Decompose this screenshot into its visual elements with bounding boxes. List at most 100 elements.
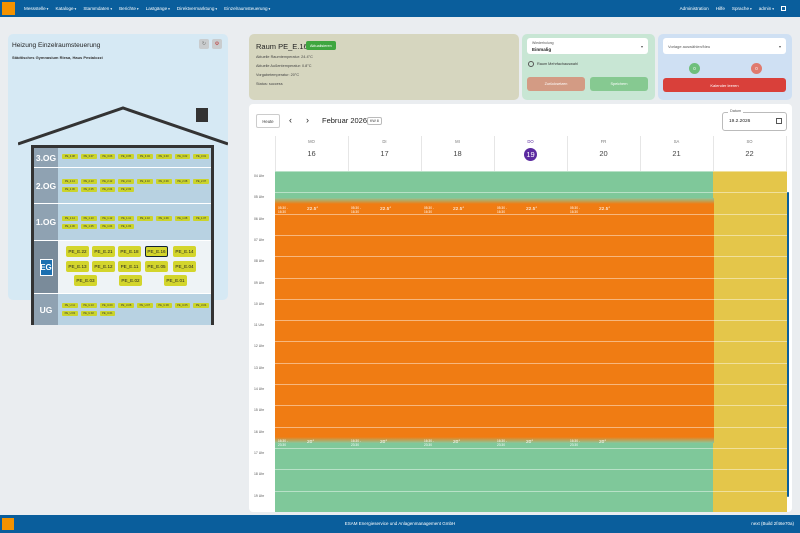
- room-button[interactable]: PE_3.02: [174, 154, 191, 159]
- room-button[interactable]: PE_U.06: [155, 303, 172, 308]
- room-button[interactable]: PE_U.07: [137, 303, 153, 308]
- app-logo[interactable]: [2, 2, 15, 15]
- room-button[interactable]: PE_2.08: [174, 179, 191, 184]
- calendar-event[interactable]: 16:30 - 23:30 20°: [277, 439, 346, 449]
- calendar-event[interactable]: 16:30 - 23:30 20°: [496, 439, 565, 449]
- room-button[interactable]: PE_3.03: [155, 154, 172, 159]
- room-button[interactable]: PE_U.03: [62, 311, 78, 316]
- user-menu-item[interactable]: admin: [759, 6, 774, 11]
- room-button[interactable]: PE_U.02: [80, 311, 97, 316]
- room-button[interactable]: PE_3.04: [137, 154, 153, 159]
- room-button[interactable]: PE_2.10: [137, 179, 153, 184]
- room-button[interactable]: PE_3.05: [118, 154, 134, 159]
- calendar-event[interactable]: 05:30 - 16:30 22.5°: [350, 206, 419, 216]
- calendar-event[interactable]: 05:30 - 16:30 22.5°: [423, 206, 492, 216]
- calendar-event[interactable]: 05:30 - 16:30 22.5°: [569, 206, 638, 216]
- day-header[interactable]: MO 16: [275, 139, 348, 160]
- prev-week-icon[interactable]: ‹: [289, 115, 292, 125]
- room-button[interactable]: PE_E.12: [92, 261, 115, 272]
- menu-item[interactable]: Messstelle: [24, 6, 48, 11]
- room-button[interactable]: PE_E.11: [118, 261, 141, 272]
- user-menu-item[interactable]: Hilfe: [715, 6, 725, 11]
- room-button[interactable]: PE_2.05: [80, 187, 97, 192]
- save-button[interactable]: Speichern: [590, 77, 648, 91]
- user-menu-item[interactable]: Administration: [679, 6, 709, 11]
- today-button[interactable]: Heute: [256, 114, 280, 128]
- day-header[interactable]: DI 17: [348, 139, 421, 160]
- room-button[interactable]: PE_U.09: [99, 303, 116, 308]
- room-button[interactable]: PE_2.11: [118, 179, 134, 184]
- room-button[interactable]: PE_1.11: [118, 215, 134, 221]
- room-button[interactable]: PE_E.14: [173, 246, 196, 257]
- room-button[interactable]: PE_1.12: [99, 215, 116, 221]
- calendar-event[interactable]: 05:30 - 16:30 22.5°: [277, 206, 346, 216]
- room-button[interactable]: PE_2.07: [193, 179, 209, 184]
- calendar-event[interactable]: 16:30 - 23:30 20°: [569, 439, 638, 449]
- room-button[interactable]: PE_2.13: [80, 179, 97, 184]
- room-button[interactable]: PE_E.05: [145, 261, 168, 272]
- room-button[interactable]: PE_1.13: [80, 215, 97, 221]
- room-button[interactable]: PE_3.06: [99, 154, 116, 159]
- room-button[interactable]: PE_U.05: [174, 303, 191, 308]
- room-button[interactable]: PE_3.08: [62, 154, 78, 159]
- room-button[interactable]: PE_2.04: [99, 187, 116, 192]
- user-menu-item[interactable]: Sprache: [732, 6, 752, 11]
- room-button[interactable]: PE_1.03: [118, 223, 134, 229]
- room-button[interactable]: PE_U.10: [80, 303, 97, 308]
- room-button[interactable]: PE_2.09: [155, 179, 172, 184]
- room-button[interactable]: PE_1.07: [193, 215, 209, 221]
- apps-grid-icon[interactable]: [781, 6, 786, 11]
- day-header[interactable]: FR 20: [567, 139, 640, 160]
- settings-icon-button[interactable]: ⚙: [212, 39, 222, 49]
- room-button[interactable]: PE_1.05: [80, 223, 97, 229]
- day-header[interactable]: SA 21: [640, 139, 713, 160]
- room-button[interactable]: PE_U.11: [62, 303, 78, 308]
- room-button[interactable]: PE_E.21: [92, 246, 115, 257]
- room-button[interactable]: PE_1.04: [99, 223, 116, 229]
- room-button[interactable]: PE_U.01: [99, 311, 116, 316]
- menu-item[interactable]: Kataloge: [55, 6, 76, 11]
- date-picker[interactable]: Datum 19.2.2026: [722, 109, 787, 131]
- menu-item[interactable]: Stammdaten: [83, 6, 112, 11]
- room-button[interactable]: PE_E.01: [164, 275, 187, 286]
- room-button[interactable]: PE_3.07: [80, 154, 97, 159]
- room-button[interactable]: PE_1.08: [174, 215, 191, 221]
- menu-item[interactable]: Lastgänge: [146, 6, 170, 11]
- menu-item[interactable]: Einzelraumsteuerung: [224, 6, 270, 11]
- calendar-event[interactable]: 16:30 - 23:30 20°: [423, 439, 492, 449]
- room-button[interactable]: PE_U.04: [193, 303, 209, 308]
- room-button[interactable]: PE_2.12: [99, 179, 116, 184]
- room-button[interactable]: PE_2.06: [62, 187, 78, 192]
- menu-item[interactable]: Direktvermarktung: [177, 6, 217, 11]
- room-button[interactable]: PE_E.18: [118, 246, 141, 257]
- room-button[interactable]: PE_E.02: [119, 275, 142, 286]
- menu-item[interactable]: Berichte: [119, 6, 139, 11]
- room-button[interactable]: PE_1.09: [155, 215, 172, 221]
- clear-calendar-button[interactable]: Kalender leeren: [663, 78, 786, 92]
- refresh-button[interactable]: Aktualisieren: [306, 41, 336, 50]
- room-button[interactable]: PE_1.10: [137, 215, 153, 221]
- calendar-event[interactable]: 16:30 - 23:30 20°: [350, 439, 419, 449]
- room-button[interactable]: PE_2.03: [118, 187, 134, 192]
- template-select[interactable]: Vorlage auswählen/Neu ▾: [663, 38, 786, 54]
- room-button[interactable]: PE_2.14: [62, 179, 78, 184]
- room-button[interactable]: PE_1.06: [62, 223, 78, 229]
- multi-room-checkbox[interactable]: Raum Mehrfachauswahl: [528, 61, 578, 67]
- calendar-event[interactable]: 05:30 - 16:30 22.5°: [496, 206, 565, 216]
- refresh-icon-button[interactable]: ↻: [199, 39, 209, 49]
- day-header[interactable]: MI 18: [421, 139, 494, 160]
- reset-button[interactable]: Zurücksetzen: [527, 77, 585, 91]
- day-header[interactable]: DO 19: [494, 139, 567, 161]
- room-button[interactable]: PE_E.03: [74, 275, 97, 286]
- day-header[interactable]: SO 22: [713, 139, 786, 160]
- calendar-scrollbar[interactable]: [787, 192, 789, 497]
- room-button[interactable]: PE_E.04: [173, 261, 196, 272]
- next-week-icon[interactable]: ›: [306, 115, 309, 125]
- room-button[interactable]: PE_E.13: [66, 261, 89, 272]
- repeat-select[interactable]: Wiederholung Einmalig ▾: [527, 38, 648, 54]
- room-button[interactable]: PE_E.16: [145, 246, 168, 257]
- room-button[interactable]: PE_1.14: [62, 215, 78, 221]
- room-button[interactable]: PE_U.08: [118, 303, 134, 308]
- room-button[interactable]: PE_E.22: [66, 246, 89, 257]
- room-button[interactable]: PE_3.01: [193, 154, 209, 159]
